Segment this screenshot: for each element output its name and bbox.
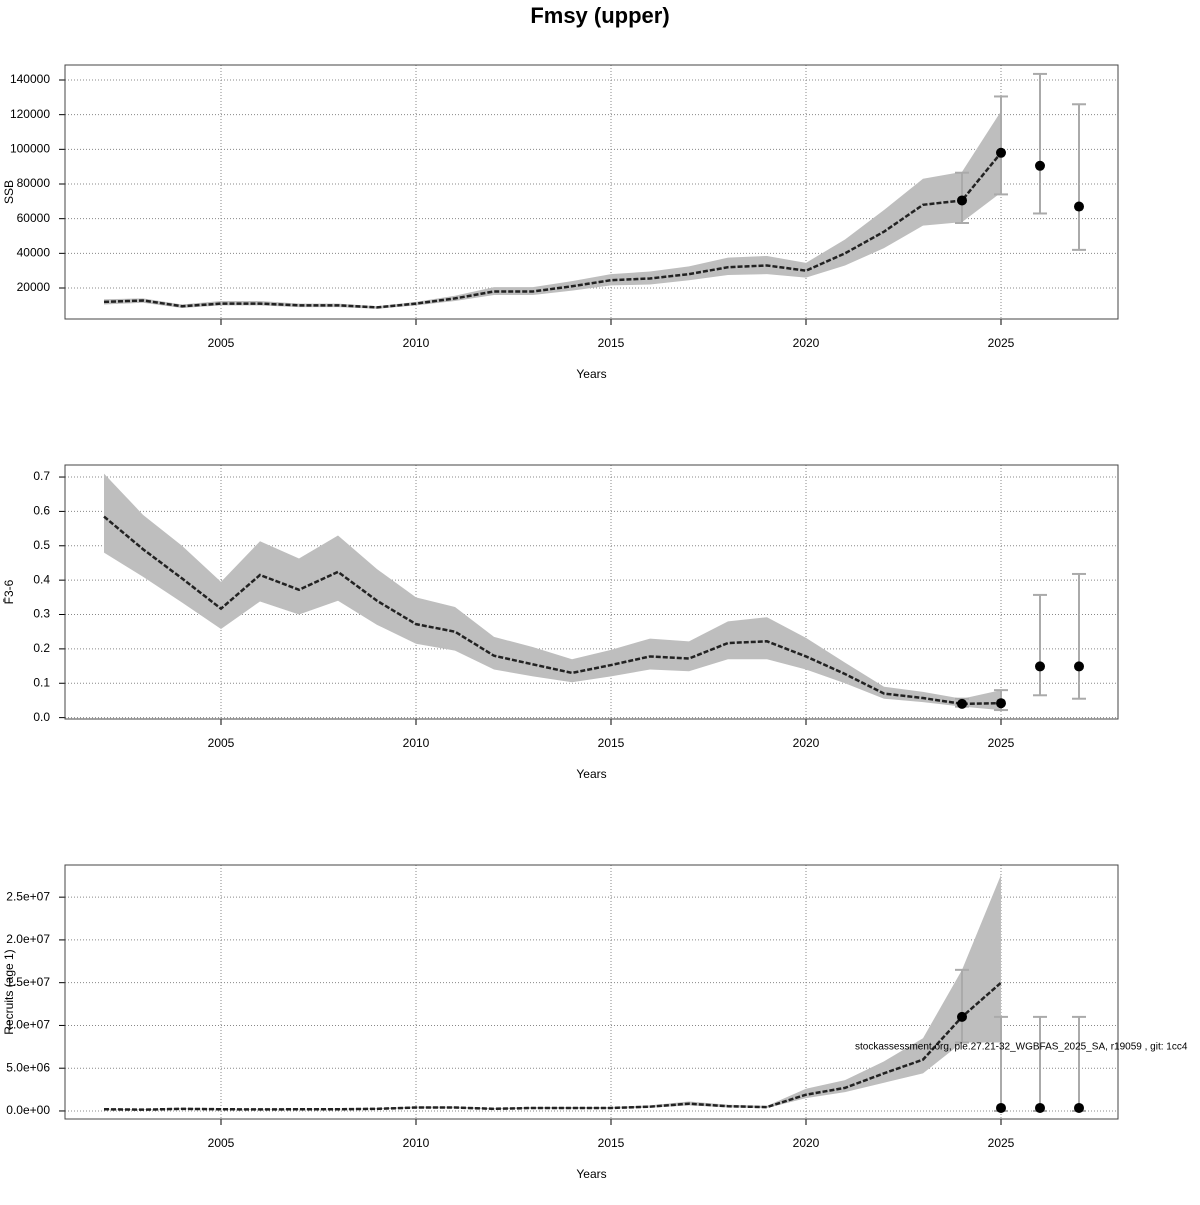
chart-title: Fmsy (upper)	[530, 3, 669, 28]
x-tick-label: 2010	[403, 736, 430, 750]
y-tick-label: 0.1	[33, 675, 50, 689]
estimate-line	[103, 152, 1002, 309]
y-tick-label: 0.0e+00	[6, 1103, 50, 1117]
y-tick-label: 5.0e+06	[6, 1060, 50, 1074]
point	[1074, 201, 1084, 212]
y-tick-label: 60000	[17, 211, 51, 225]
point	[1074, 1102, 1084, 1113]
x-tick-label: 2015	[598, 1136, 625, 1150]
point	[996, 1102, 1006, 1113]
x-tick-label: 2025	[988, 1136, 1015, 1150]
y-tick-label: 140000	[10, 72, 50, 86]
x-tick-label: 2010	[403, 1136, 430, 1150]
x-tick-label: 2020	[793, 1136, 820, 1150]
x-tick-label: 2020	[793, 736, 820, 750]
y-tick-label: 0.4	[33, 572, 50, 586]
y-tick-label: 120000	[10, 107, 50, 121]
x-axis-label: Years	[576, 1167, 606, 1181]
point	[957, 1011, 967, 1022]
y-tick-label: 80000	[17, 176, 51, 190]
y-tick-label: 0.6	[33, 504, 50, 518]
x-tick-label: 2015	[598, 736, 625, 750]
x-tick-label: 2005	[208, 736, 235, 750]
x-tick-label: 2005	[208, 1136, 235, 1150]
y-tick-label: 0.7	[33, 469, 50, 483]
x-tick-label: 2025	[988, 736, 1015, 750]
y-tick-label: 0.2	[33, 641, 50, 655]
y-tick-label: 40000	[17, 246, 51, 260]
point	[996, 698, 1006, 709]
x-tick-label: 2010	[403, 336, 430, 350]
y-tick-label: 100000	[10, 142, 50, 156]
x-tick-label: 2020	[793, 336, 820, 350]
y-tick-label: 20000	[17, 280, 51, 294]
y-axis-label: Recruits (age 1)	[2, 949, 16, 1034]
estimate-line	[103, 515, 1002, 706]
point	[957, 195, 967, 206]
x-tick-label: 2025	[988, 336, 1015, 350]
y-tick-label: 0.5	[33, 538, 50, 552]
y-axis-label: SSB	[2, 180, 16, 204]
estimate-line	[103, 981, 1002, 1111]
point	[1035, 1102, 1045, 1113]
plot-frame	[64, 464, 1119, 720]
y-tick-label: 0.0	[33, 710, 50, 724]
x-tick-label: 2015	[598, 336, 625, 350]
point	[1035, 160, 1045, 171]
confidence-band	[104, 874, 1001, 1111]
y-tick-label: 1.5e+07	[6, 975, 50, 989]
x-axis-label: Years	[576, 767, 606, 781]
x-tick-label: 2005	[208, 336, 235, 350]
y-axis-label: F̄3-6	[2, 579, 16, 604]
y-tick-label: 2.5e+07	[6, 889, 50, 903]
plot-frame	[64, 864, 1119, 1120]
point	[1074, 661, 1084, 672]
confidence-band	[104, 473, 1001, 711]
y-tick-label: 1.0e+07	[6, 1018, 50, 1032]
y-tick-label: 2.0e+07	[6, 932, 50, 946]
confidence-band	[104, 111, 1001, 309]
point	[957, 698, 967, 709]
y-tick-label: 0.3	[33, 607, 50, 621]
point	[1035, 661, 1045, 672]
point	[996, 147, 1006, 158]
annotation: stockassessment.org, ple.27.21-32_WGBFAS…	[855, 1042, 1188, 1053]
x-axis-label: Years	[576, 367, 606, 381]
plot-frame	[64, 64, 1119, 320]
